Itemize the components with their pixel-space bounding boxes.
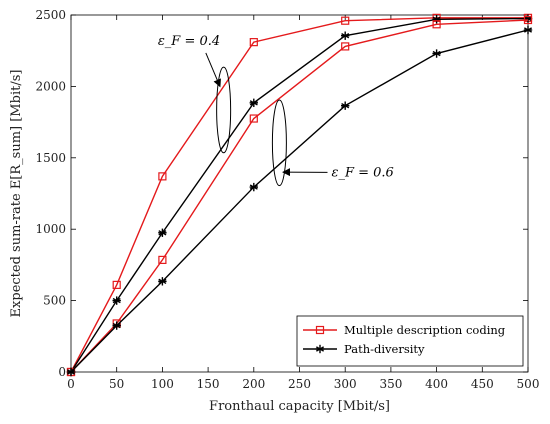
data-point <box>432 49 441 58</box>
annotation-label: ε_F = 0.4 <box>158 34 220 49</box>
y-tick-label: 2500 <box>35 8 66 22</box>
plot-area <box>70 14 529 373</box>
series-path-diversity-06 <box>66 25 533 377</box>
x-axis-title: Fronthaul capacity [Mbit/s] <box>209 399 390 414</box>
data-point <box>249 98 258 108</box>
x-tick-label: 250 <box>288 377 311 391</box>
data-point <box>341 31 350 40</box>
data-point <box>158 255 167 265</box>
x-tick-label: 500 <box>517 377 540 391</box>
annotation-label: ε_F = 0.6 <box>331 165 393 180</box>
axis-ticks: 0 50 100 150 200 250 300 350 400 450 500 0 500 1000 15… <box>35 8 539 391</box>
x-tick-label: 50 <box>109 377 124 391</box>
data-point <box>112 321 121 330</box>
data-point <box>249 182 258 192</box>
legend-entry: Multiple description coding <box>303 323 506 337</box>
data-point <box>158 228 167 237</box>
annotation-0: ε_F = 0.4 <box>158 34 232 154</box>
data-point <box>432 20 441 29</box>
annotation-1: ε_F = 0.6 <box>271 99 394 187</box>
data-point <box>341 101 350 110</box>
y-tick-label: 1000 <box>35 222 66 236</box>
data-point <box>112 280 121 289</box>
legend-label: Multiple description coding <box>344 323 506 337</box>
data-point <box>315 325 325 335</box>
group-ellipse <box>271 99 287 187</box>
data-point <box>66 367 76 377</box>
data-point <box>158 172 167 181</box>
series-layer <box>66 13 533 377</box>
legend: Multiple description coding Path-diversit… <box>296 315 524 367</box>
x-tick-label: 400 <box>425 377 448 391</box>
x-tick-label: 200 <box>242 377 265 391</box>
x-tick-label: 150 <box>197 377 220 391</box>
legend-entry: Path-diversity <box>303 342 425 356</box>
annotation-layer: ε_F = 0.4 ε_F = 0.6 <box>158 34 394 187</box>
x-tick-label: 100 <box>151 377 174 391</box>
data-point <box>341 16 350 25</box>
y-tick-label: 500 <box>43 294 66 308</box>
x-tick-label: 350 <box>379 377 402 391</box>
data-point <box>112 296 121 305</box>
data-point <box>523 25 533 35</box>
annotation-arrow <box>205 52 221 88</box>
group-ellipse <box>216 66 232 154</box>
legend-box <box>296 315 524 367</box>
data-point <box>249 114 258 123</box>
y-tick-label: 0 <box>58 365 66 379</box>
legend-label: Path-diversity <box>344 342 425 356</box>
x-tick-label: 300 <box>334 377 357 391</box>
data-point <box>249 38 258 47</box>
data-point <box>341 42 350 51</box>
y-tick-label: 2000 <box>35 79 66 93</box>
data-point <box>523 15 533 25</box>
y-tick-label: 1500 <box>35 151 66 165</box>
data-point <box>315 344 325 354</box>
y-axis-title: Expected sum-rate E[R_sum] [Mbit/s] <box>9 70 24 318</box>
x-tick-label: 0 <box>67 377 75 391</box>
data-point <box>158 277 167 286</box>
x-tick-label: 450 <box>471 377 494 391</box>
